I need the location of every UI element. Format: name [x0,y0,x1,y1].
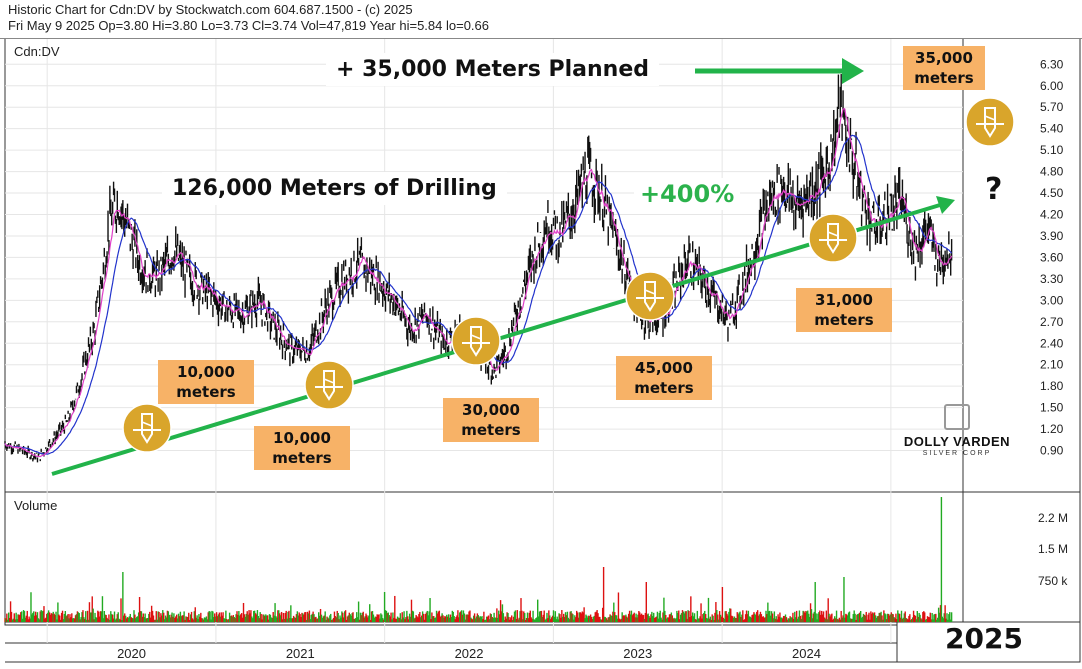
drill-badge-circle [304,360,354,410]
volume-tick-label: 2.2 M [1038,511,1068,525]
y-tick-label: 1.80 [1040,379,1064,393]
y-tick-label: 3.90 [1040,229,1064,243]
drill-bit-shape [644,281,656,312]
callout-2025-unit: meters [914,69,974,87]
drill-bit-shape [470,326,482,357]
drill-bit-shape [827,223,839,254]
x-tick-label: 2022 [455,646,484,661]
callout-2024-unit: meters [814,311,874,329]
drill-badge-circle [965,97,1015,147]
callout-2025-amount: 35,000 [915,49,973,67]
callout-2022-amount: 30,000 [462,401,520,419]
drill-badge-icon [625,271,675,321]
callout-2023-amount: 45,000 [635,359,693,377]
x-tick-label: 2023 [623,646,652,661]
callout-2023: 45,000 meters [616,356,712,400]
drill-badge-circle [625,271,675,321]
drill-bit-shape [984,107,996,138]
y-tick-label: 0.90 [1040,444,1064,458]
x-tick-label: 2020 [117,646,146,661]
y-tick-label: 4.20 [1040,208,1064,222]
drill-bit-thread [827,231,839,237]
y-tick-label: 5.10 [1040,143,1064,157]
logo-subtitle: SILVER CORP [922,450,992,457]
volume-label: Volume [14,498,57,513]
logo-name: DOLLY VARDEN [903,434,1011,449]
drill-badge-circle [808,213,858,263]
year-badge-2025: 2025 [945,622,1023,655]
drill-bit-shape [141,413,153,444]
y-tick-label: 2.70 [1040,315,1064,329]
chart-title: Cdn:DV [14,44,60,59]
volume-tick-label: 750 k [1038,574,1068,588]
callout-2020: 10,000 meters [158,360,254,404]
y-tick-label: 6.00 [1040,79,1064,93]
chart-frame [4,37,1081,626]
drill-bit-thread [984,115,996,121]
y-tick-label: 2.10 [1040,358,1064,372]
callout-2024-amount: 31,000 [815,291,873,309]
planned-arrowhead [842,58,864,84]
planned-meters-headline: + 35,000 Meters Planned [326,53,660,86]
y-tick-label: 5.40 [1040,122,1064,136]
y-tick-label: 1.20 [1040,422,1064,436]
callout-2021: 10,000 meters [254,426,350,470]
year-badge-box [896,621,1081,663]
trend-arrowhead [936,196,955,214]
callout-2022: 30,000 meters [443,398,539,442]
drill-badge-circle [122,403,172,453]
drilling-meters-headline: 126,000 Meters of Drilling [162,172,507,205]
logo-mark-icon [944,404,970,430]
chart-header: Historic Chart for Cdn:DV by Stockwatch.… [0,0,1082,39]
y-tick-label: 5.70 [1040,100,1064,114]
drill-bit-thread [323,378,335,384]
callout-2020-amount: 10,000 [177,363,235,381]
drill-badge-icon [965,97,1015,147]
callout-2024: 31,000 meters [796,288,892,332]
volume-tick-label: 1.5 M [1038,542,1068,556]
header-line-2: Fri May 9 2025 Op=3.80 Hi=3.80 Lo=3.73 C… [8,18,490,33]
question-mark: ? [985,172,1003,207]
drill-bit-thread [644,289,656,295]
x-tick-label: 2021 [286,646,315,661]
callout-2023-unit: meters [634,379,694,397]
y-tick-label: 3.30 [1040,272,1064,286]
x-tick-label: 2024 [792,646,821,661]
drill-badge-circle [451,316,501,366]
percent-gain-label: +400% [634,178,741,210]
drill-bit-thread [470,334,482,340]
y-tick-label: 2.40 [1040,336,1064,350]
company-logo: DOLLY VARDEN SILVER CORP [892,400,1022,480]
callout-2021-unit: meters [272,449,332,467]
y-tick-label: 6.30 [1040,57,1064,71]
header-line-1: Historic Chart for Cdn:DV by Stockwatch.… [8,2,413,17]
y-tick-label: 4.50 [1040,186,1064,200]
drill-badge-icon [808,213,858,263]
y-tick-label: 4.80 [1040,165,1064,179]
callout-2021-amount: 10,000 [273,429,331,447]
y-tick-label: 1.50 [1040,401,1064,415]
callout-2022-unit: meters [461,421,521,439]
drill-badge-icon [304,360,354,410]
drill-bit-thread [141,421,153,427]
drill-badge-icon [122,403,172,453]
callout-2020-unit: meters [176,383,236,401]
y-tick-label: 3.60 [1040,250,1064,264]
drill-bit-shape [323,370,335,401]
y-tick-label: 3.00 [1040,293,1064,307]
callout-2025: 35,000 meters [903,46,985,90]
drill-badge-icon [451,316,501,366]
